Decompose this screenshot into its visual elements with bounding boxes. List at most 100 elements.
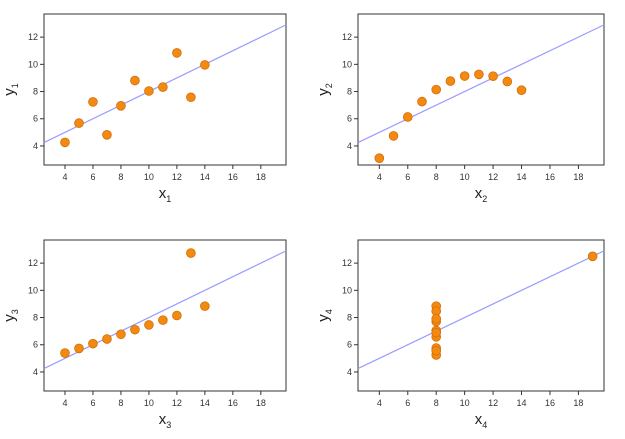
x-tick-label: 8 [118, 172, 123, 182]
y-tick-label: 10 [342, 285, 352, 295]
x-axis-title: x4 [475, 411, 488, 430]
plot-frame [357, 239, 605, 392]
data-point [200, 301, 210, 311]
x-axis-title-subscript: 2 [482, 194, 487, 204]
x-tick-label: 10 [144, 398, 154, 408]
y-tick-label: 4 [33, 367, 38, 377]
x-tick-label: 8 [434, 172, 439, 182]
x-tick-label: 8 [118, 398, 123, 408]
x-tick-label: 10 [460, 398, 470, 408]
data-point [431, 345, 442, 356]
x-tick-label: 4 [62, 398, 67, 408]
y-axis-title: y2 [315, 83, 334, 96]
data-point [388, 131, 399, 141]
plot-frame [357, 13, 605, 166]
x-tick-label: 16 [545, 398, 555, 408]
x-tick-label: 18 [573, 398, 583, 408]
data-point [144, 320, 154, 330]
data-point [417, 96, 427, 107]
data-point [102, 130, 112, 140]
y-axis-title: y4 [315, 309, 334, 322]
data-point [445, 76, 456, 86]
y-axis-title-main: y [315, 88, 332, 96]
y-axis-title-subscript: 1 [10, 83, 20, 88]
plot-frame [43, 239, 287, 392]
data-point [88, 338, 98, 349]
y-axis-title: y1 [1, 83, 20, 96]
data-point [74, 343, 84, 354]
x-tick-label: 10 [144, 172, 154, 182]
x-tick-label: 4 [377, 398, 382, 408]
x-axis-title-subscript: 4 [482, 420, 487, 430]
y-tick-label: 12 [28, 32, 38, 42]
data-point [200, 60, 210, 70]
x-tick-label: 12 [172, 398, 182, 408]
x-tick-label: 4 [377, 172, 382, 182]
y-tick-label: 4 [347, 367, 352, 377]
x-axis-title-main: x [159, 185, 167, 202]
x-axis-title: x2 [475, 185, 488, 204]
x-tick-label: 18 [573, 172, 583, 182]
data-point [158, 82, 168, 92]
y-axis-title: y3 [1, 309, 20, 322]
data-point [474, 69, 484, 80]
y-tick-label: 6 [33, 114, 38, 124]
data-point [60, 348, 70, 358]
data-point [130, 75, 140, 86]
y-axis-title-subscript: 2 [324, 83, 334, 88]
y-tick-label: 4 [347, 141, 352, 151]
y-tick-label: 6 [347, 340, 352, 350]
y-tick-label: 6 [347, 114, 352, 124]
x-tick-label: 12 [488, 398, 498, 408]
data-point [459, 71, 470, 81]
data-point [431, 327, 442, 338]
y-tick-label: 8 [33, 313, 38, 323]
data-point [116, 329, 126, 340]
data-point [116, 101, 126, 111]
data-point [130, 324, 140, 335]
x-tick-label: 18 [256, 172, 266, 182]
x-tick-label: 6 [405, 398, 410, 408]
y-tick-label: 10 [342, 59, 352, 69]
x-tick-label: 14 [517, 172, 527, 182]
x-tick-label: 8 [434, 398, 439, 408]
y-tick-label: 6 [33, 340, 38, 350]
y-axis-title-main: y [1, 314, 18, 322]
x-tick-label: 16 [228, 172, 238, 182]
x-tick-label: 14 [200, 398, 210, 408]
data-point [102, 334, 112, 344]
x-axis-title: x3 [159, 411, 172, 430]
x-tick-label: 4 [62, 172, 67, 182]
x-tick-label: 6 [405, 172, 410, 182]
data-point [60, 137, 70, 148]
y-tick-label: 8 [33, 87, 38, 97]
y-axis-title-main: y [315, 314, 332, 322]
x-axis-title-main: x [475, 411, 483, 428]
plot-frame [43, 13, 287, 166]
data-point [172, 310, 182, 321]
x-tick-label: 10 [460, 172, 470, 182]
data-point [587, 251, 598, 262]
x-axis-title-main: x [159, 411, 167, 428]
data-point [502, 76, 513, 87]
y-tick-label: 8 [347, 87, 352, 97]
data-point [158, 315, 168, 325]
y-tick-label: 12 [342, 32, 352, 42]
data-point [144, 86, 154, 96]
x-tick-label: 12 [172, 172, 182, 182]
x-axis-title: x1 [159, 185, 172, 204]
data-point [88, 97, 98, 107]
x-tick-label: 16 [228, 398, 238, 408]
x-axis-title-subscript: 1 [166, 194, 171, 204]
x-axis-title-subscript: 3 [166, 420, 171, 430]
data-point [186, 248, 196, 258]
y-tick-label: 12 [342, 258, 352, 268]
y-tick-label: 12 [28, 258, 38, 268]
x-axis-title-main: x [475, 185, 483, 202]
data-point [74, 118, 84, 128]
x-tick-label: 6 [90, 172, 95, 182]
x-tick-label: 18 [256, 398, 266, 408]
